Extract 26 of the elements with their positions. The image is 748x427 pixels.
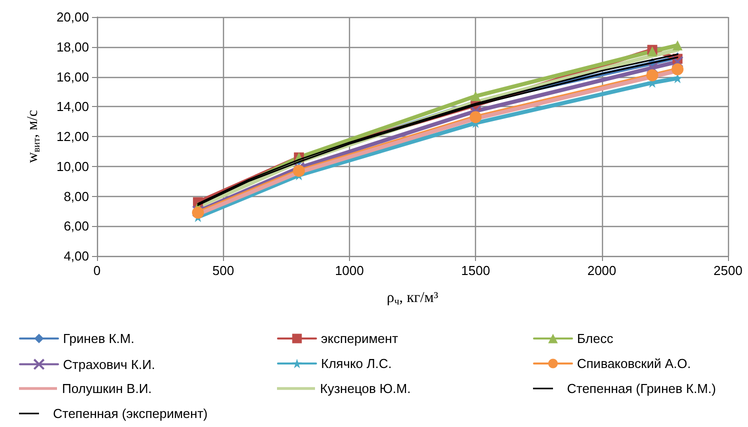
x-tick-label: 500 — [212, 263, 234, 278]
legend-label: Спиваковский А.О. — [577, 356, 691, 371]
y-tick-label: 18,00 — [56, 39, 89, 54]
legend-label: Кузнецов Ю.М. — [320, 381, 411, 396]
y-tick-label: 16,00 — [56, 69, 89, 84]
legend-label: Блесс — [577, 331, 614, 346]
y-tick-label: 6,00 — [64, 218, 89, 234]
y-tick-label: 8,00 — [64, 188, 89, 204]
y-tick-label: 14,00 — [56, 99, 89, 114]
x-tick-label: 2000 — [587, 263, 616, 278]
y-axis-title: wвит, м/с — [25, 110, 42, 164]
legend-label: эксперимент — [321, 331, 398, 346]
y-tick-label: 4,00 — [64, 248, 89, 264]
legend-label: Полушкин В.И. — [62, 381, 152, 396]
legend-label: Степенная (эксперимент) — [53, 406, 208, 421]
legend-label: Клячко Л.С. — [321, 356, 392, 371]
y-tick-label: 20,00 — [56, 10, 89, 24]
legend-label: Страхович К.И. — [63, 356, 156, 372]
legend-label: Степенная (Гринев К.М.) — [567, 381, 716, 396]
x-tick-label: 2500 — [714, 263, 742, 278]
y-tick-label: 12,00 — [56, 129, 89, 144]
x-tick-label: 0 — [93, 263, 101, 278]
y-tick-label: 10,00 — [56, 158, 89, 174]
x-tick-label: 1000 — [334, 263, 364, 278]
x-tick-label: 1500 — [461, 263, 490, 278]
legend-label: Гринев К.М. — [63, 331, 134, 346]
